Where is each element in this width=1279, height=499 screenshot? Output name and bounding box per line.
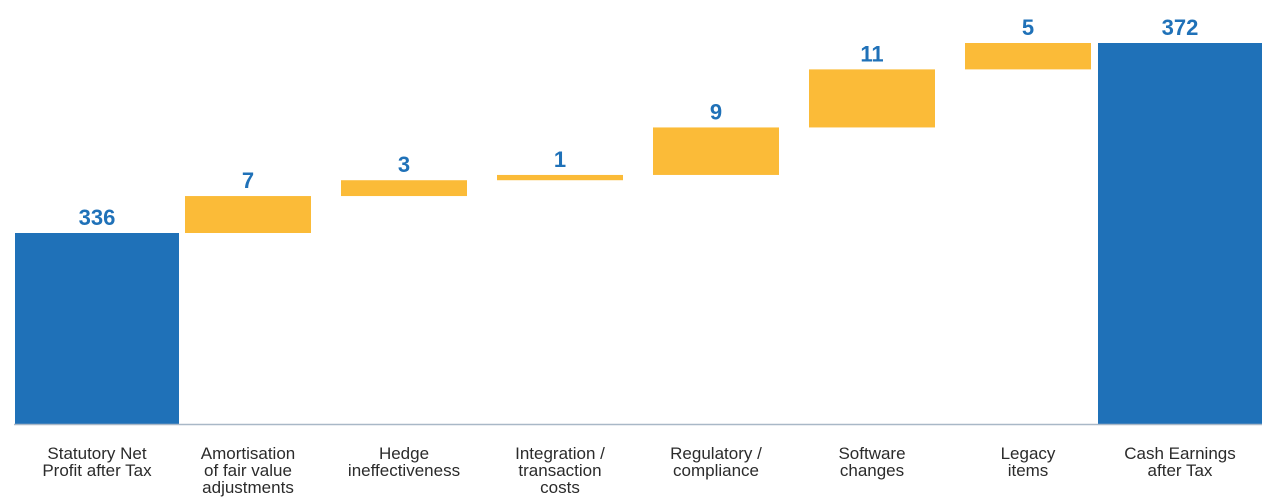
value-label-7: 5 [1022,15,1034,40]
bar-6 [809,69,935,128]
bar-4 [497,174,623,181]
bar-7 [965,43,1091,70]
category-label-2: Amortisation of fair value adjustments [201,444,295,497]
category-label-7: Legacy items [1001,444,1056,480]
value-label-8: 372 [1162,15,1199,40]
category-label-6: Software changes [838,444,905,480]
bars-group [15,43,1262,424]
category-label-5: Regulatory / compliance [670,444,762,480]
bar-8 [1098,43,1262,424]
category-labels-group: Statutory Net Profit after Tax Amortisatio… [42,444,1235,497]
category-label-3: Hedge ineffectiveness [348,444,460,480]
category-label-8: Cash Earnings after Tax [1124,444,1236,480]
value-label-5: 9 [710,99,722,124]
category-label-1: Statutory Net Profit after Tax [42,444,152,480]
bar-3 [341,180,467,197]
value-labels-group: 336 7 3 1 9 11 5 372 [79,15,1199,230]
category-label-4: Integration / transaction costs [515,444,605,497]
value-label-4: 1 [554,147,566,172]
bar-1 [15,233,179,424]
bar-2 [185,196,311,233]
value-label-1: 336 [79,205,116,230]
value-label-2: 7 [242,168,254,193]
value-label-3: 3 [398,152,410,177]
value-label-6: 11 [860,41,883,66]
bar-5 [653,127,779,175]
